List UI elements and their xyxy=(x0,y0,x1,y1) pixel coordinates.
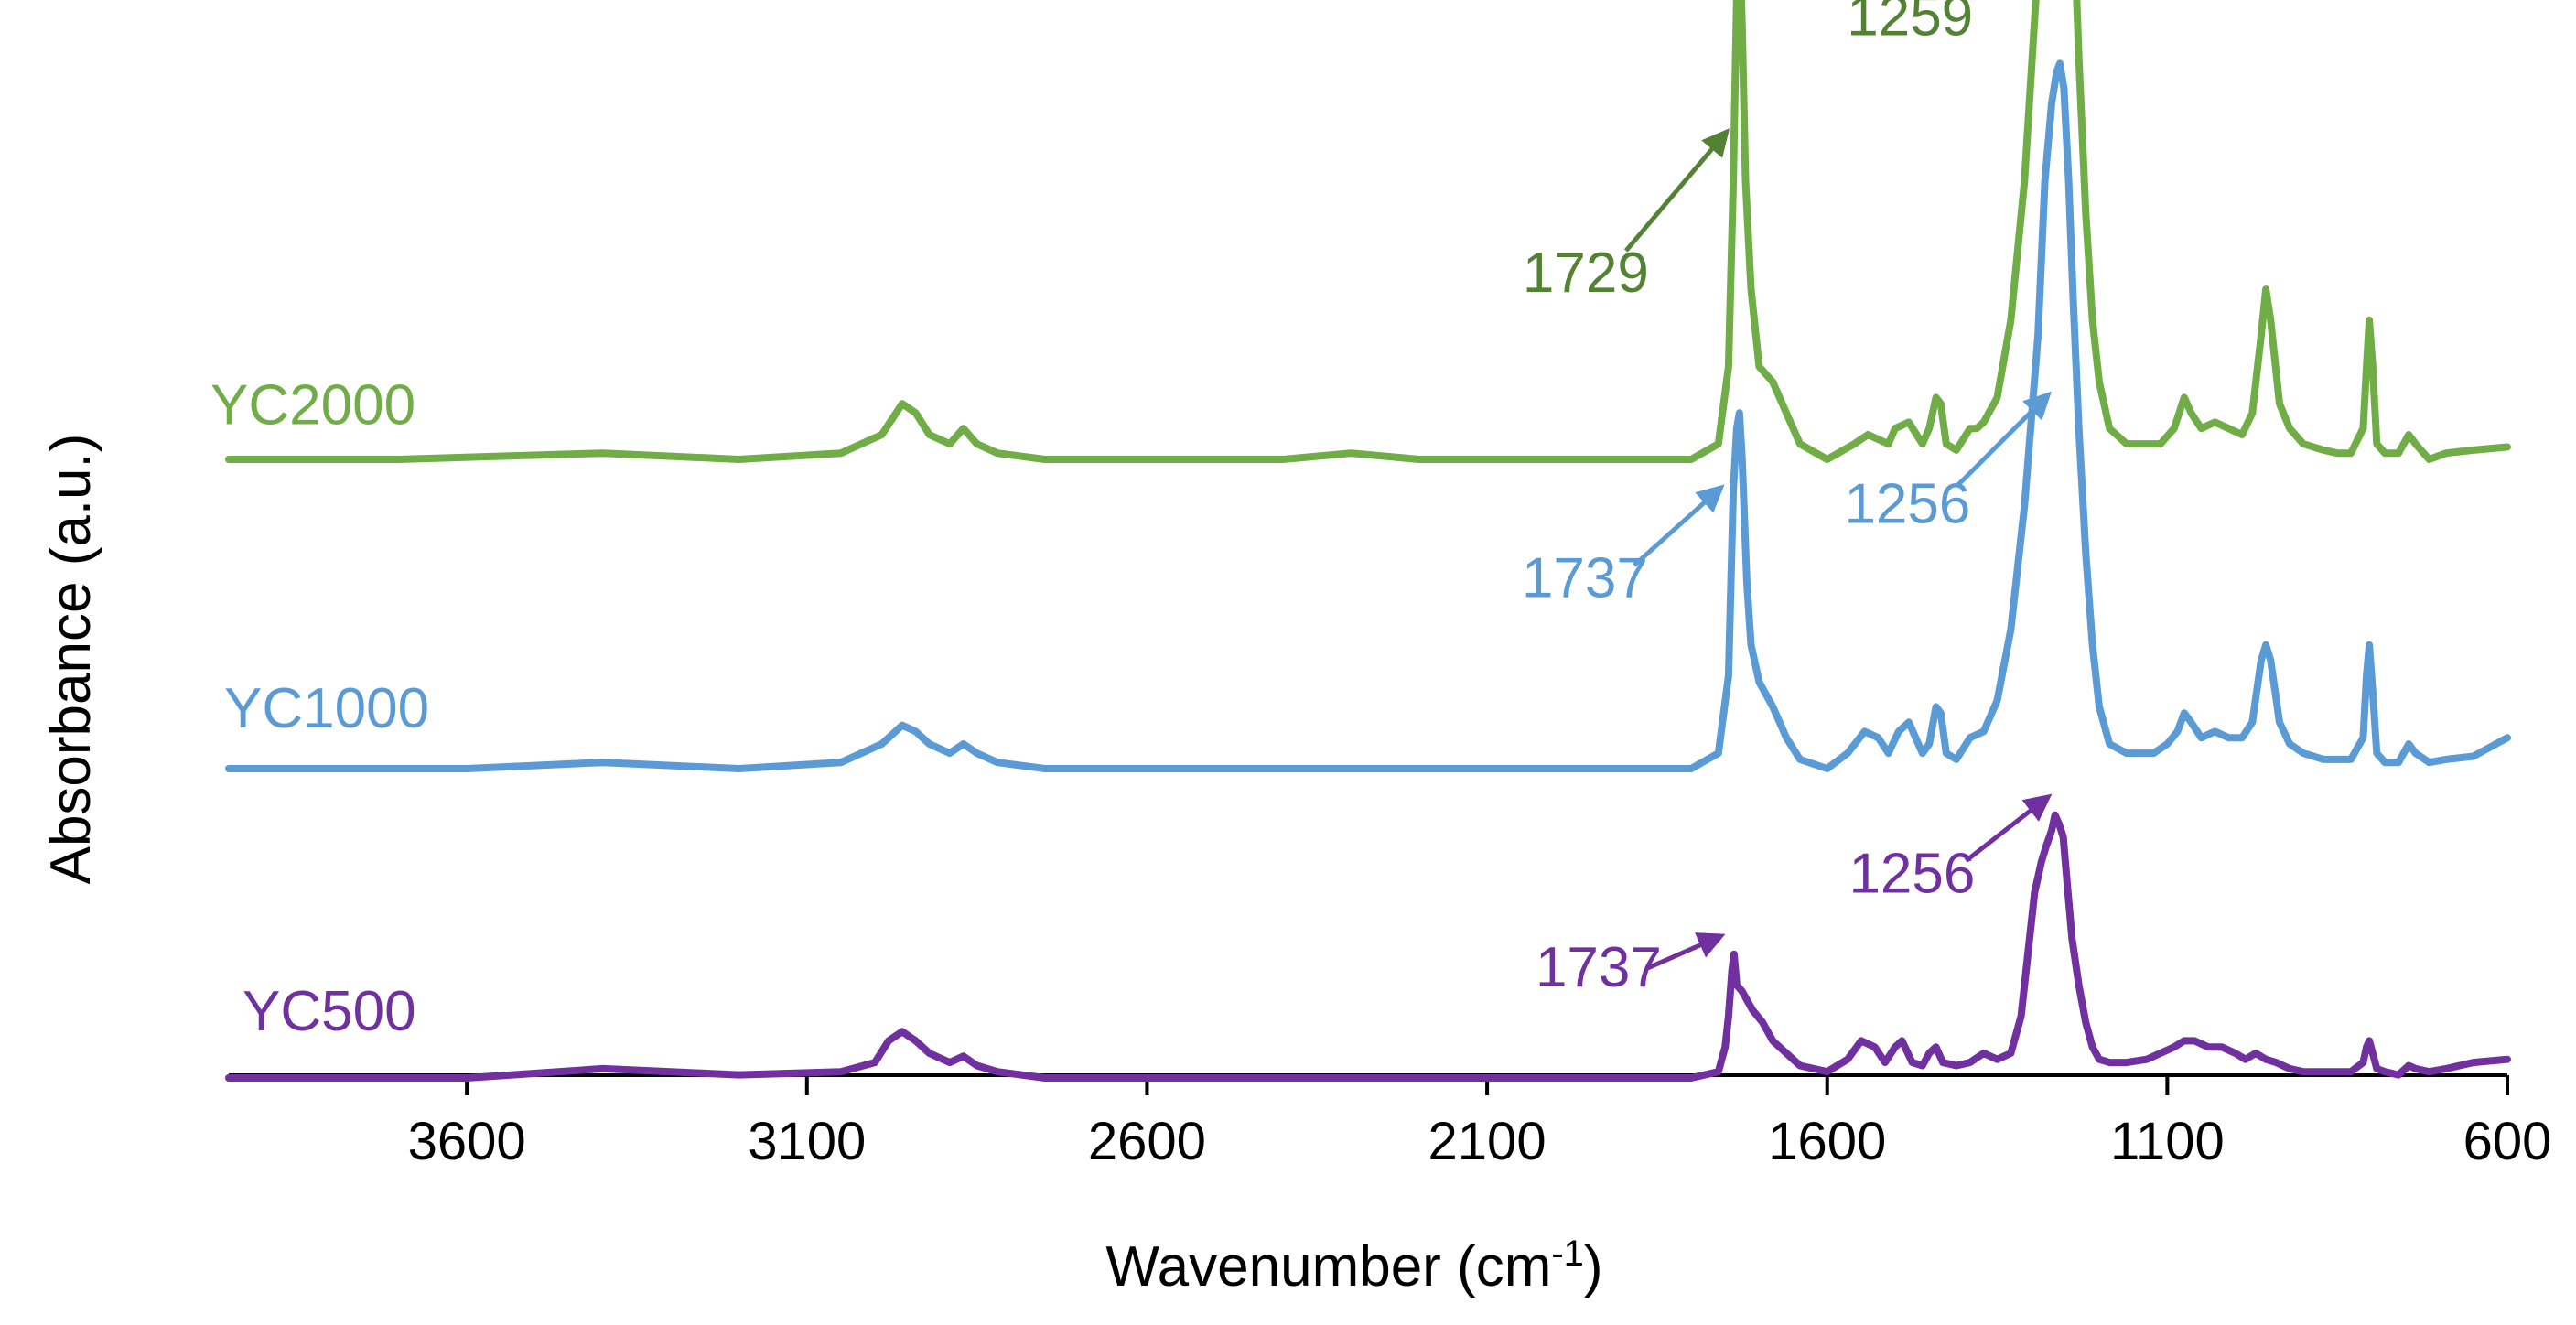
x-axis-title-close: ) xyxy=(1584,1235,1603,1298)
y-axis-title: Absorbance (a.u.) xyxy=(39,434,102,885)
x-tick-label-1600: 1600 xyxy=(1768,1112,1886,1171)
series-label-yc1000: YC1000 xyxy=(224,677,429,740)
peak-label-yc2000-1259: 1259 xyxy=(1847,0,1973,48)
x-tick-label-3600: 3600 xyxy=(408,1112,526,1171)
series-line-yc1000 xyxy=(225,59,2511,772)
peak-annotations: 1729 1259 1737 1256 1737 1256 xyxy=(1522,0,2053,999)
series-line-yc500 xyxy=(225,811,2511,1082)
peak-arrow-yc1000-1737 xyxy=(1633,484,1725,567)
x-tick-label-600: 600 xyxy=(2463,1112,2552,1171)
series-line-yc2000 xyxy=(225,0,2511,463)
x-tick-label-2100: 2100 xyxy=(1428,1112,1547,1171)
peak-label-yc1000-1256: 1256 xyxy=(1844,472,1970,535)
x-ticks: 3600 3100 2600 2100 1600 1100 600 xyxy=(408,1075,2552,1171)
peak-arrow-yc500-1256 xyxy=(1964,793,2053,863)
series-label-yc2000: YC2000 xyxy=(210,374,415,437)
x-axis-title-sup: -1 xyxy=(1551,1233,1584,1274)
x-tick-label-1100: 1100 xyxy=(2110,1112,2225,1171)
peak-label-yc500-1256: 1256 xyxy=(1848,843,1975,906)
peak-label-yc1000-1737: 1737 xyxy=(1522,547,1648,610)
x-axis-title: Wavenumber (cm-1) xyxy=(1105,1233,1602,1298)
peak-arrow-yc500-1737 xyxy=(1646,932,1726,971)
peak-arrow-yc2000-1729 xyxy=(1623,128,1730,253)
peak-label-yc500-1737: 1737 xyxy=(1536,936,1662,999)
series-lines xyxy=(225,0,2511,1082)
x-axis-title-main: Wavenumber (cm xyxy=(1105,1235,1551,1298)
series-labels: YC2000 YC1000 YC500 xyxy=(210,374,429,1043)
x-tick-label-2600: 2600 xyxy=(1088,1112,1206,1171)
peak-arrow-yc1000-1256 xyxy=(1955,391,2052,489)
x-tick-label-3100: 3100 xyxy=(748,1112,866,1171)
peak-label-yc2000-1729: 1729 xyxy=(1523,242,1649,305)
series-label-yc500: YC500 xyxy=(243,980,416,1043)
